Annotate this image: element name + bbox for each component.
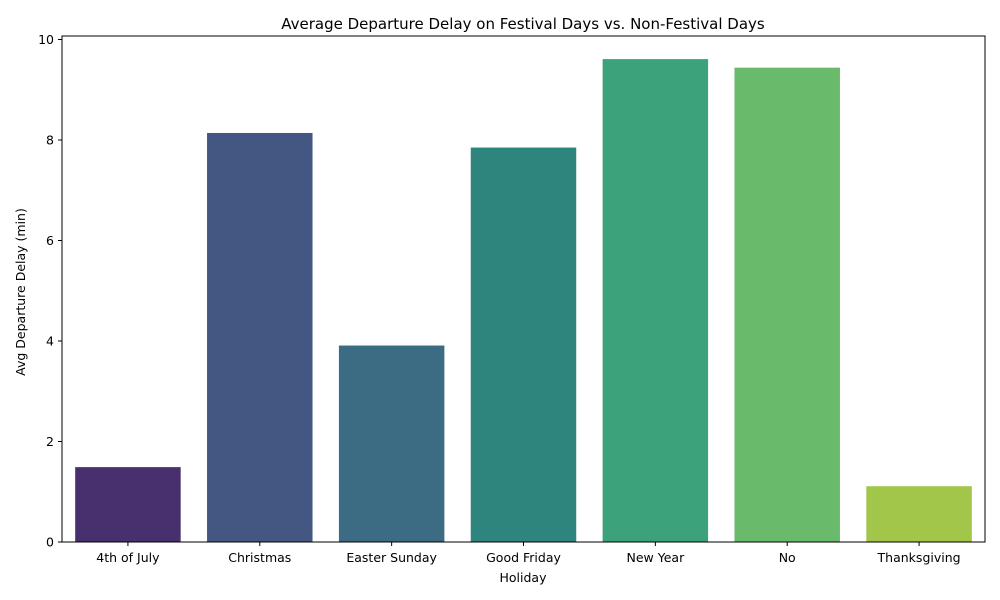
- y-tick-label: 8: [46, 133, 54, 148]
- y-tick-label: 4: [46, 334, 54, 349]
- y-tick-label: 2: [46, 434, 54, 449]
- bar-4th-of-july: [75, 467, 181, 542]
- x-axis: 4th of July Christmas Easter Sunday Good Fr…: [96, 542, 961, 565]
- x-tick-label: Thanksgiving: [877, 550, 961, 565]
- bar-christmas: [207, 132, 313, 543]
- chart-title: Average Departure Delay on Festival Days…: [281, 15, 765, 33]
- y-axis-label: Avg Departure Delay (min): [13, 208, 28, 376]
- x-tick-label: 4th of July: [96, 550, 160, 565]
- y-tick-label: 6: [46, 233, 54, 248]
- bars: [75, 59, 972, 543]
- bar-no: [734, 67, 840, 542]
- y-tick-label: 0: [46, 535, 54, 550]
- bar-new-year: [602, 59, 709, 543]
- x-tick-label: Easter Sunday: [346, 550, 437, 565]
- x-tick-label: Good Friday: [486, 550, 561, 565]
- x-axis-label: Holiday: [500, 570, 548, 585]
- y-tick-label: 10: [38, 32, 54, 47]
- bar-thanksgiving: [866, 486, 972, 542]
- plot-frame: [61, 35, 986, 543]
- y-axis: 0 2 4 6 8 10: [38, 32, 62, 550]
- x-tick-label: Christmas: [228, 550, 291, 565]
- x-tick-label: New Year: [627, 550, 686, 565]
- bar-easter-sunday: [338, 345, 445, 542]
- x-tick-label: No: [779, 550, 796, 565]
- bar-good-friday: [470, 147, 577, 542]
